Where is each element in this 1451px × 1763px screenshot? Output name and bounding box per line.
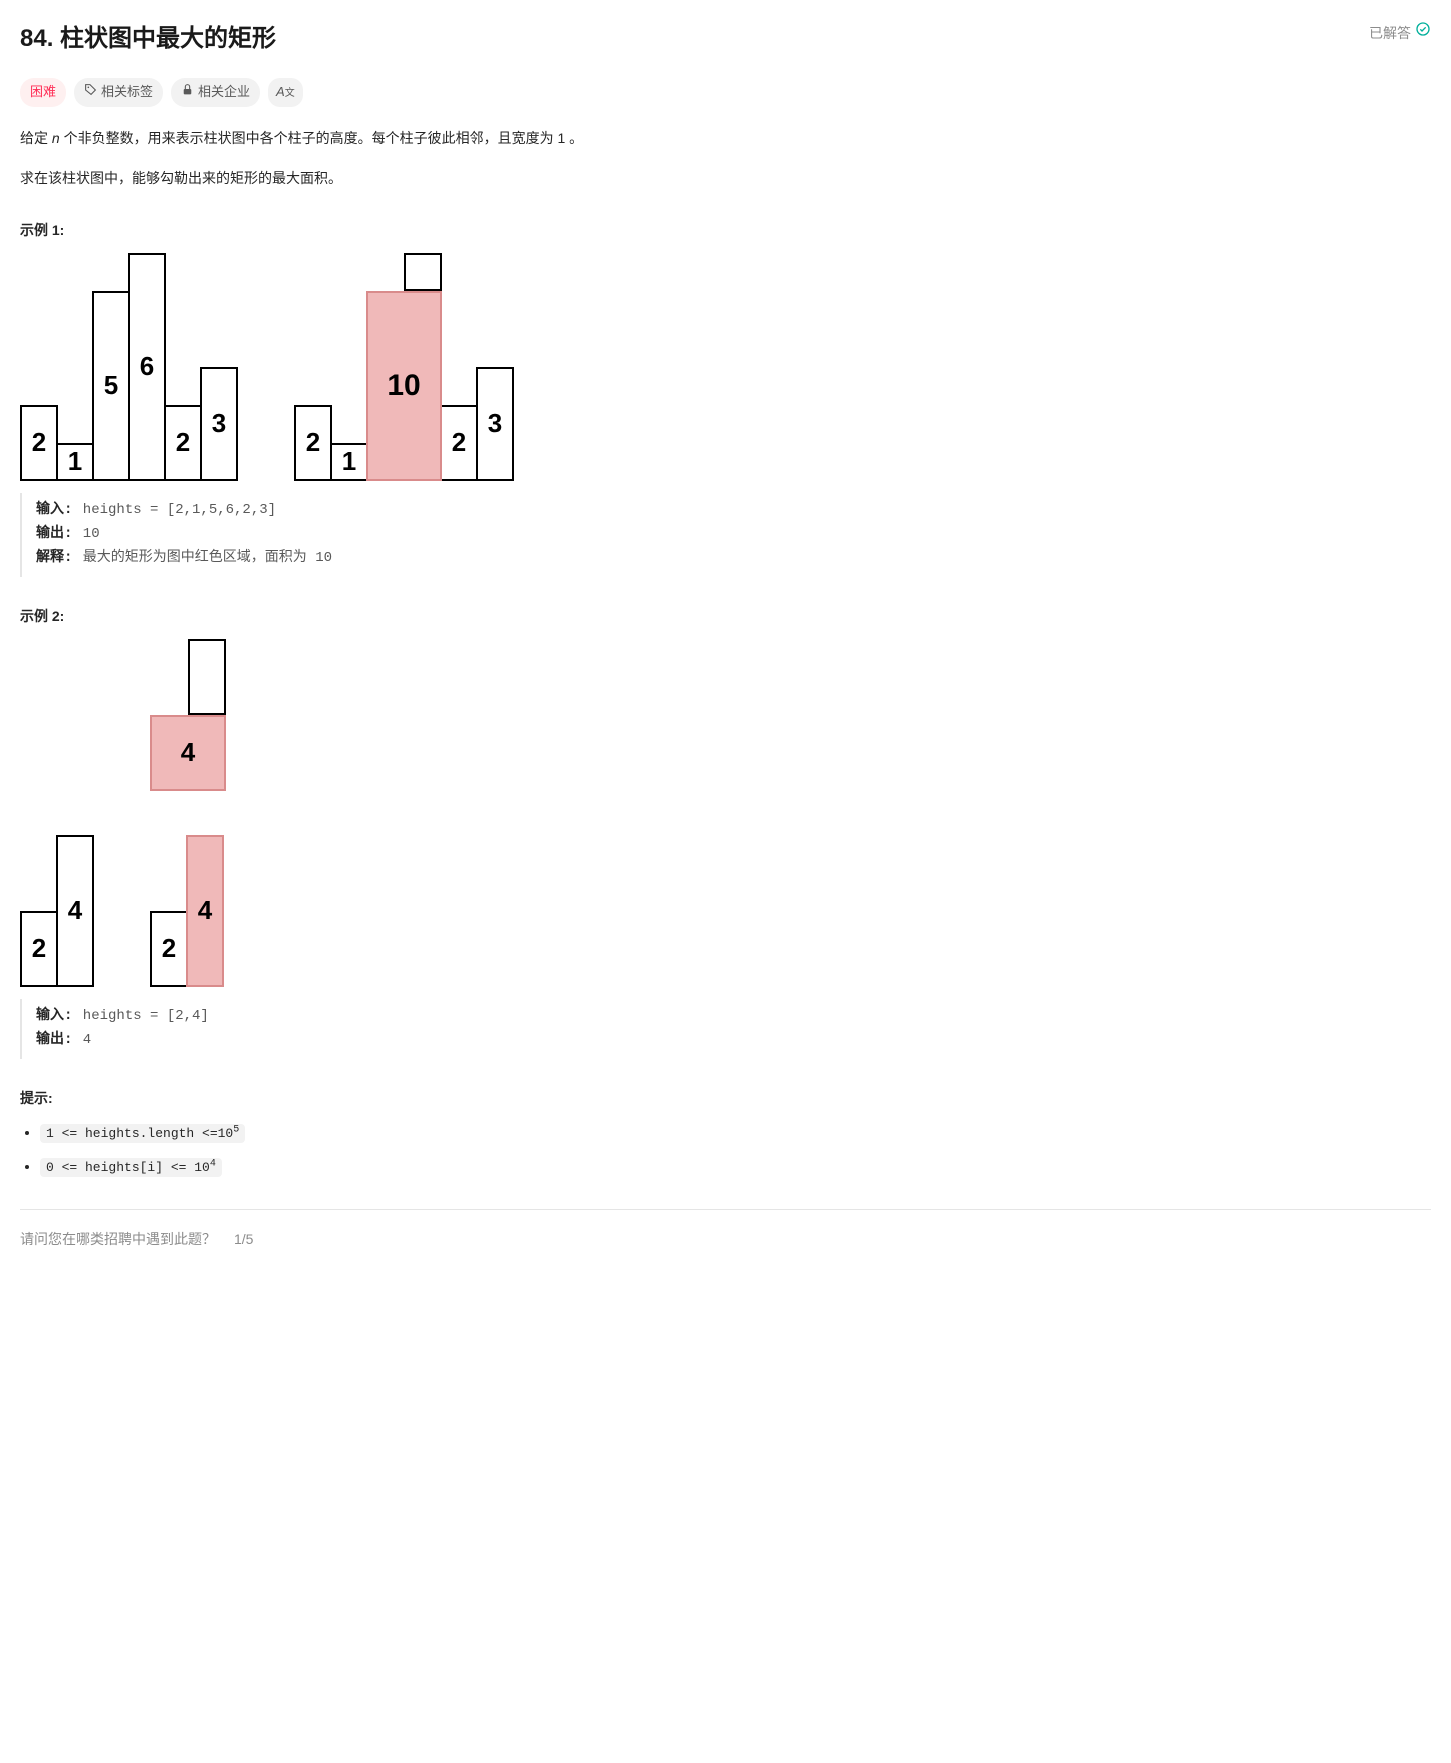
example2-io: 输入: heights = [2,4] 输出: 4: [20, 999, 1431, 1059]
badges-row: 困难 相关标签 相关企业 A文: [20, 78, 1431, 107]
constraint-item: 1 <= heights.length <=105: [40, 1121, 1431, 1145]
status-text: 已解答: [1369, 22, 1411, 44]
example1-io: 输入: heights = [2,1,5,6,2,3] 输出: 10 解释: 最…: [20, 493, 1431, 576]
histogram-bar: 1: [330, 443, 368, 481]
histogram-bar: 5: [92, 291, 130, 481]
histogram: 215623: [20, 253, 238, 481]
histogram: 4: [150, 639, 226, 791]
tag-icon: [84, 82, 97, 103]
histogram-highlight-group: 10: [366, 253, 442, 481]
histogram-bar: 3: [200, 367, 238, 481]
constraint-sup: 4: [210, 1158, 216, 1169]
histogram-bar: 6: [128, 253, 166, 481]
divider: [20, 1209, 1431, 1210]
explain-label: 解释:: [36, 550, 74, 566]
input-value: heights = [2,1,5,6,2,3]: [74, 502, 276, 518]
check-circle-icon: [1415, 20, 1431, 46]
output-label: 输出:: [36, 526, 74, 542]
histogram-stack: 424: [150, 639, 226, 987]
constraint-text: 1 <= heights.length <=10: [46, 1126, 233, 1141]
output-label: 输出:: [36, 1032, 74, 1048]
lock-icon: [181, 82, 194, 103]
constraints-list: 1 <= heights.length <=105 0 <= heights[i…: [20, 1121, 1431, 1179]
explain-value: 最大的矩形为图中红色区域，面积为 10: [74, 550, 332, 566]
difficulty-badge[interactable]: 困难: [20, 78, 66, 107]
histogram-bar: [404, 253, 442, 291]
tags-label: 相关标签: [101, 82, 153, 103]
solved-status: 已解答: [1369, 20, 1431, 46]
companies-badge[interactable]: 相关企业: [171, 78, 260, 107]
histogram-bar: 2: [20, 911, 58, 987]
hint-badge[interactable]: A文: [268, 78, 303, 107]
histogram-bar: 2: [440, 405, 478, 481]
desc-text: 个非负整数，用来表示柱状图中各个柱子的高度。每个柱子彼此相邻，且宽度为 1 。: [60, 130, 583, 146]
problem-title: 84. 柱状图中最大的矩形: [20, 20, 276, 58]
example1-label: 示例 1:: [20, 219, 1431, 241]
histogram-bar: 3: [476, 367, 514, 481]
problem-description: 给定 n 个非负整数，用来表示柱状图中各个柱子的高度。每个柱子彼此相邻，且宽度为…: [20, 127, 1431, 191]
footer-question: 请问您在哪类招聘中遇到此题？ 1/5: [20, 1228, 1431, 1250]
constraints-label: 提示:: [20, 1087, 1431, 1109]
output-value: 4: [74, 1032, 91, 1048]
desc-p2: 求在该柱状图中，能够勾勒出来的矩形的最大面积。: [20, 167, 1431, 191]
histogram-bar: 4: [186, 835, 224, 987]
companies-label: 相关企业: [198, 82, 250, 103]
input-value: heights = [2,4]: [74, 1008, 208, 1024]
histogram-bar: 2: [20, 405, 58, 481]
footer-step: 1/5: [234, 1228, 253, 1250]
desc-var: n: [52, 130, 60, 146]
constraint-item: 0 <= heights[i] <= 104: [40, 1155, 1431, 1179]
histogram-bar: 2: [164, 405, 202, 481]
example2-charts: 24424: [20, 639, 1431, 987]
histogram: 211023: [294, 253, 514, 481]
desc-p1: 给定 n 个非负整数，用来表示柱状图中各个柱子的高度。每个柱子彼此相邻，且宽度为…: [20, 127, 1431, 151]
constraint-text: 0 <= heights[i] <= 10: [46, 1160, 210, 1175]
histogram-bar: 2: [294, 405, 332, 481]
histogram-highlight-rect: 4: [150, 715, 226, 791]
histogram-highlight-rect: 10: [366, 291, 442, 481]
tags-badge[interactable]: 相关标签: [74, 78, 163, 107]
footer-text: 请问您在哪类招聘中遇到此题？: [20, 1228, 216, 1250]
desc-text: 给定: [20, 130, 52, 146]
constraint-sup: 5: [233, 1125, 239, 1136]
histogram-bar: 4: [56, 835, 94, 987]
example2-label: 示例 2:: [20, 605, 1431, 627]
histogram-bar: [188, 639, 226, 715]
input-label: 输入:: [36, 1008, 74, 1024]
input-label: 输入:: [36, 502, 74, 518]
output-value: 10: [74, 526, 99, 542]
histogram: 24: [150, 835, 224, 987]
histogram-bar: 2: [150, 911, 188, 987]
histogram: 24: [20, 639, 94, 987]
histogram-bar: 1: [56, 443, 94, 481]
example1-charts: 215623211023: [20, 253, 1431, 481]
